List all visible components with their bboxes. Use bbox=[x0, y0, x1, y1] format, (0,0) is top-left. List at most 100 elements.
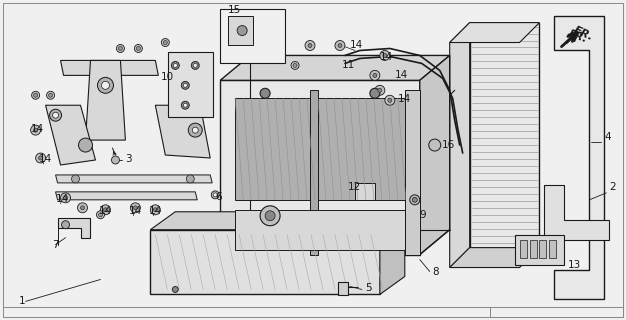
Circle shape bbox=[81, 206, 85, 210]
Polygon shape bbox=[235, 98, 310, 200]
Circle shape bbox=[183, 83, 187, 87]
Circle shape bbox=[111, 156, 120, 164]
Circle shape bbox=[237, 26, 247, 36]
Text: 7: 7 bbox=[53, 240, 59, 250]
Text: 9: 9 bbox=[420, 210, 426, 220]
Circle shape bbox=[291, 61, 299, 69]
Polygon shape bbox=[405, 90, 420, 255]
Bar bbox=[515, 235, 565, 265]
Polygon shape bbox=[545, 185, 609, 240]
Circle shape bbox=[338, 44, 342, 47]
Circle shape bbox=[135, 44, 142, 52]
Circle shape bbox=[265, 211, 275, 221]
Circle shape bbox=[370, 88, 380, 98]
Polygon shape bbox=[220, 55, 449, 80]
Circle shape bbox=[78, 138, 93, 152]
Polygon shape bbox=[355, 183, 375, 200]
Text: 6: 6 bbox=[215, 192, 222, 202]
Circle shape bbox=[64, 196, 68, 200]
Text: 12: 12 bbox=[348, 182, 361, 192]
Text: 8: 8 bbox=[433, 268, 439, 277]
Polygon shape bbox=[449, 23, 470, 268]
Circle shape bbox=[193, 63, 197, 68]
Text: 14: 14 bbox=[128, 206, 141, 216]
Circle shape bbox=[39, 156, 43, 160]
Circle shape bbox=[36, 153, 46, 163]
Circle shape bbox=[375, 85, 385, 95]
Circle shape bbox=[116, 44, 125, 52]
Polygon shape bbox=[56, 175, 212, 183]
Circle shape bbox=[34, 93, 38, 97]
Circle shape bbox=[49, 109, 61, 121]
Circle shape bbox=[335, 41, 345, 51]
Text: 14: 14 bbox=[39, 154, 52, 164]
Circle shape bbox=[260, 88, 270, 98]
Polygon shape bbox=[490, 307, 623, 317]
Circle shape bbox=[118, 46, 123, 51]
Circle shape bbox=[78, 203, 88, 213]
Text: 14: 14 bbox=[148, 206, 162, 216]
Circle shape bbox=[192, 127, 198, 133]
Polygon shape bbox=[470, 23, 540, 248]
Circle shape bbox=[380, 51, 390, 60]
Polygon shape bbox=[318, 98, 405, 200]
Text: FR.: FR. bbox=[567, 28, 589, 44]
Text: 2: 2 bbox=[609, 182, 616, 192]
Text: 13: 13 bbox=[567, 260, 581, 269]
Circle shape bbox=[31, 125, 41, 135]
Bar bbox=[550, 240, 557, 258]
Circle shape bbox=[103, 208, 108, 212]
Polygon shape bbox=[56, 192, 197, 200]
Circle shape bbox=[370, 70, 380, 80]
Polygon shape bbox=[449, 23, 540, 43]
Circle shape bbox=[133, 206, 137, 210]
Circle shape bbox=[385, 95, 395, 105]
Circle shape bbox=[213, 193, 217, 197]
Circle shape bbox=[162, 38, 169, 46]
Text: 15: 15 bbox=[228, 5, 242, 15]
Circle shape bbox=[308, 44, 312, 47]
Polygon shape bbox=[555, 16, 604, 300]
Circle shape bbox=[46, 91, 54, 99]
Circle shape bbox=[188, 123, 202, 137]
Circle shape bbox=[182, 101, 189, 109]
Text: 14: 14 bbox=[380, 52, 393, 62]
Circle shape bbox=[153, 208, 157, 212]
Text: 14: 14 bbox=[398, 94, 411, 104]
Bar bbox=[530, 240, 536, 258]
Text: 5: 5 bbox=[365, 284, 371, 293]
Text: 10: 10 bbox=[160, 72, 173, 82]
Polygon shape bbox=[86, 60, 125, 140]
Polygon shape bbox=[58, 218, 91, 238]
Circle shape bbox=[34, 128, 38, 132]
Text: FR.: FR. bbox=[572, 25, 595, 43]
Polygon shape bbox=[310, 90, 318, 255]
Polygon shape bbox=[150, 230, 380, 294]
Circle shape bbox=[211, 191, 219, 199]
Circle shape bbox=[71, 175, 80, 183]
Polygon shape bbox=[449, 248, 540, 268]
Circle shape bbox=[260, 206, 280, 226]
Circle shape bbox=[183, 103, 187, 107]
Circle shape bbox=[136, 46, 140, 51]
Circle shape bbox=[100, 205, 110, 215]
Text: 4: 4 bbox=[604, 132, 611, 142]
Circle shape bbox=[173, 63, 177, 68]
Circle shape bbox=[101, 81, 110, 89]
Circle shape bbox=[305, 41, 315, 51]
Text: 14: 14 bbox=[31, 124, 44, 134]
Text: 14: 14 bbox=[350, 41, 363, 51]
Circle shape bbox=[388, 98, 392, 102]
Bar bbox=[228, 16, 253, 45]
Circle shape bbox=[182, 81, 189, 89]
Circle shape bbox=[373, 73, 377, 77]
Polygon shape bbox=[380, 212, 405, 294]
Polygon shape bbox=[220, 80, 420, 255]
Circle shape bbox=[61, 221, 69, 229]
Circle shape bbox=[293, 63, 297, 68]
Text: 16: 16 bbox=[442, 140, 455, 150]
Circle shape bbox=[150, 205, 160, 215]
Text: 11: 11 bbox=[342, 60, 355, 70]
Bar bbox=[540, 240, 546, 258]
Bar bbox=[220, 9, 285, 63]
